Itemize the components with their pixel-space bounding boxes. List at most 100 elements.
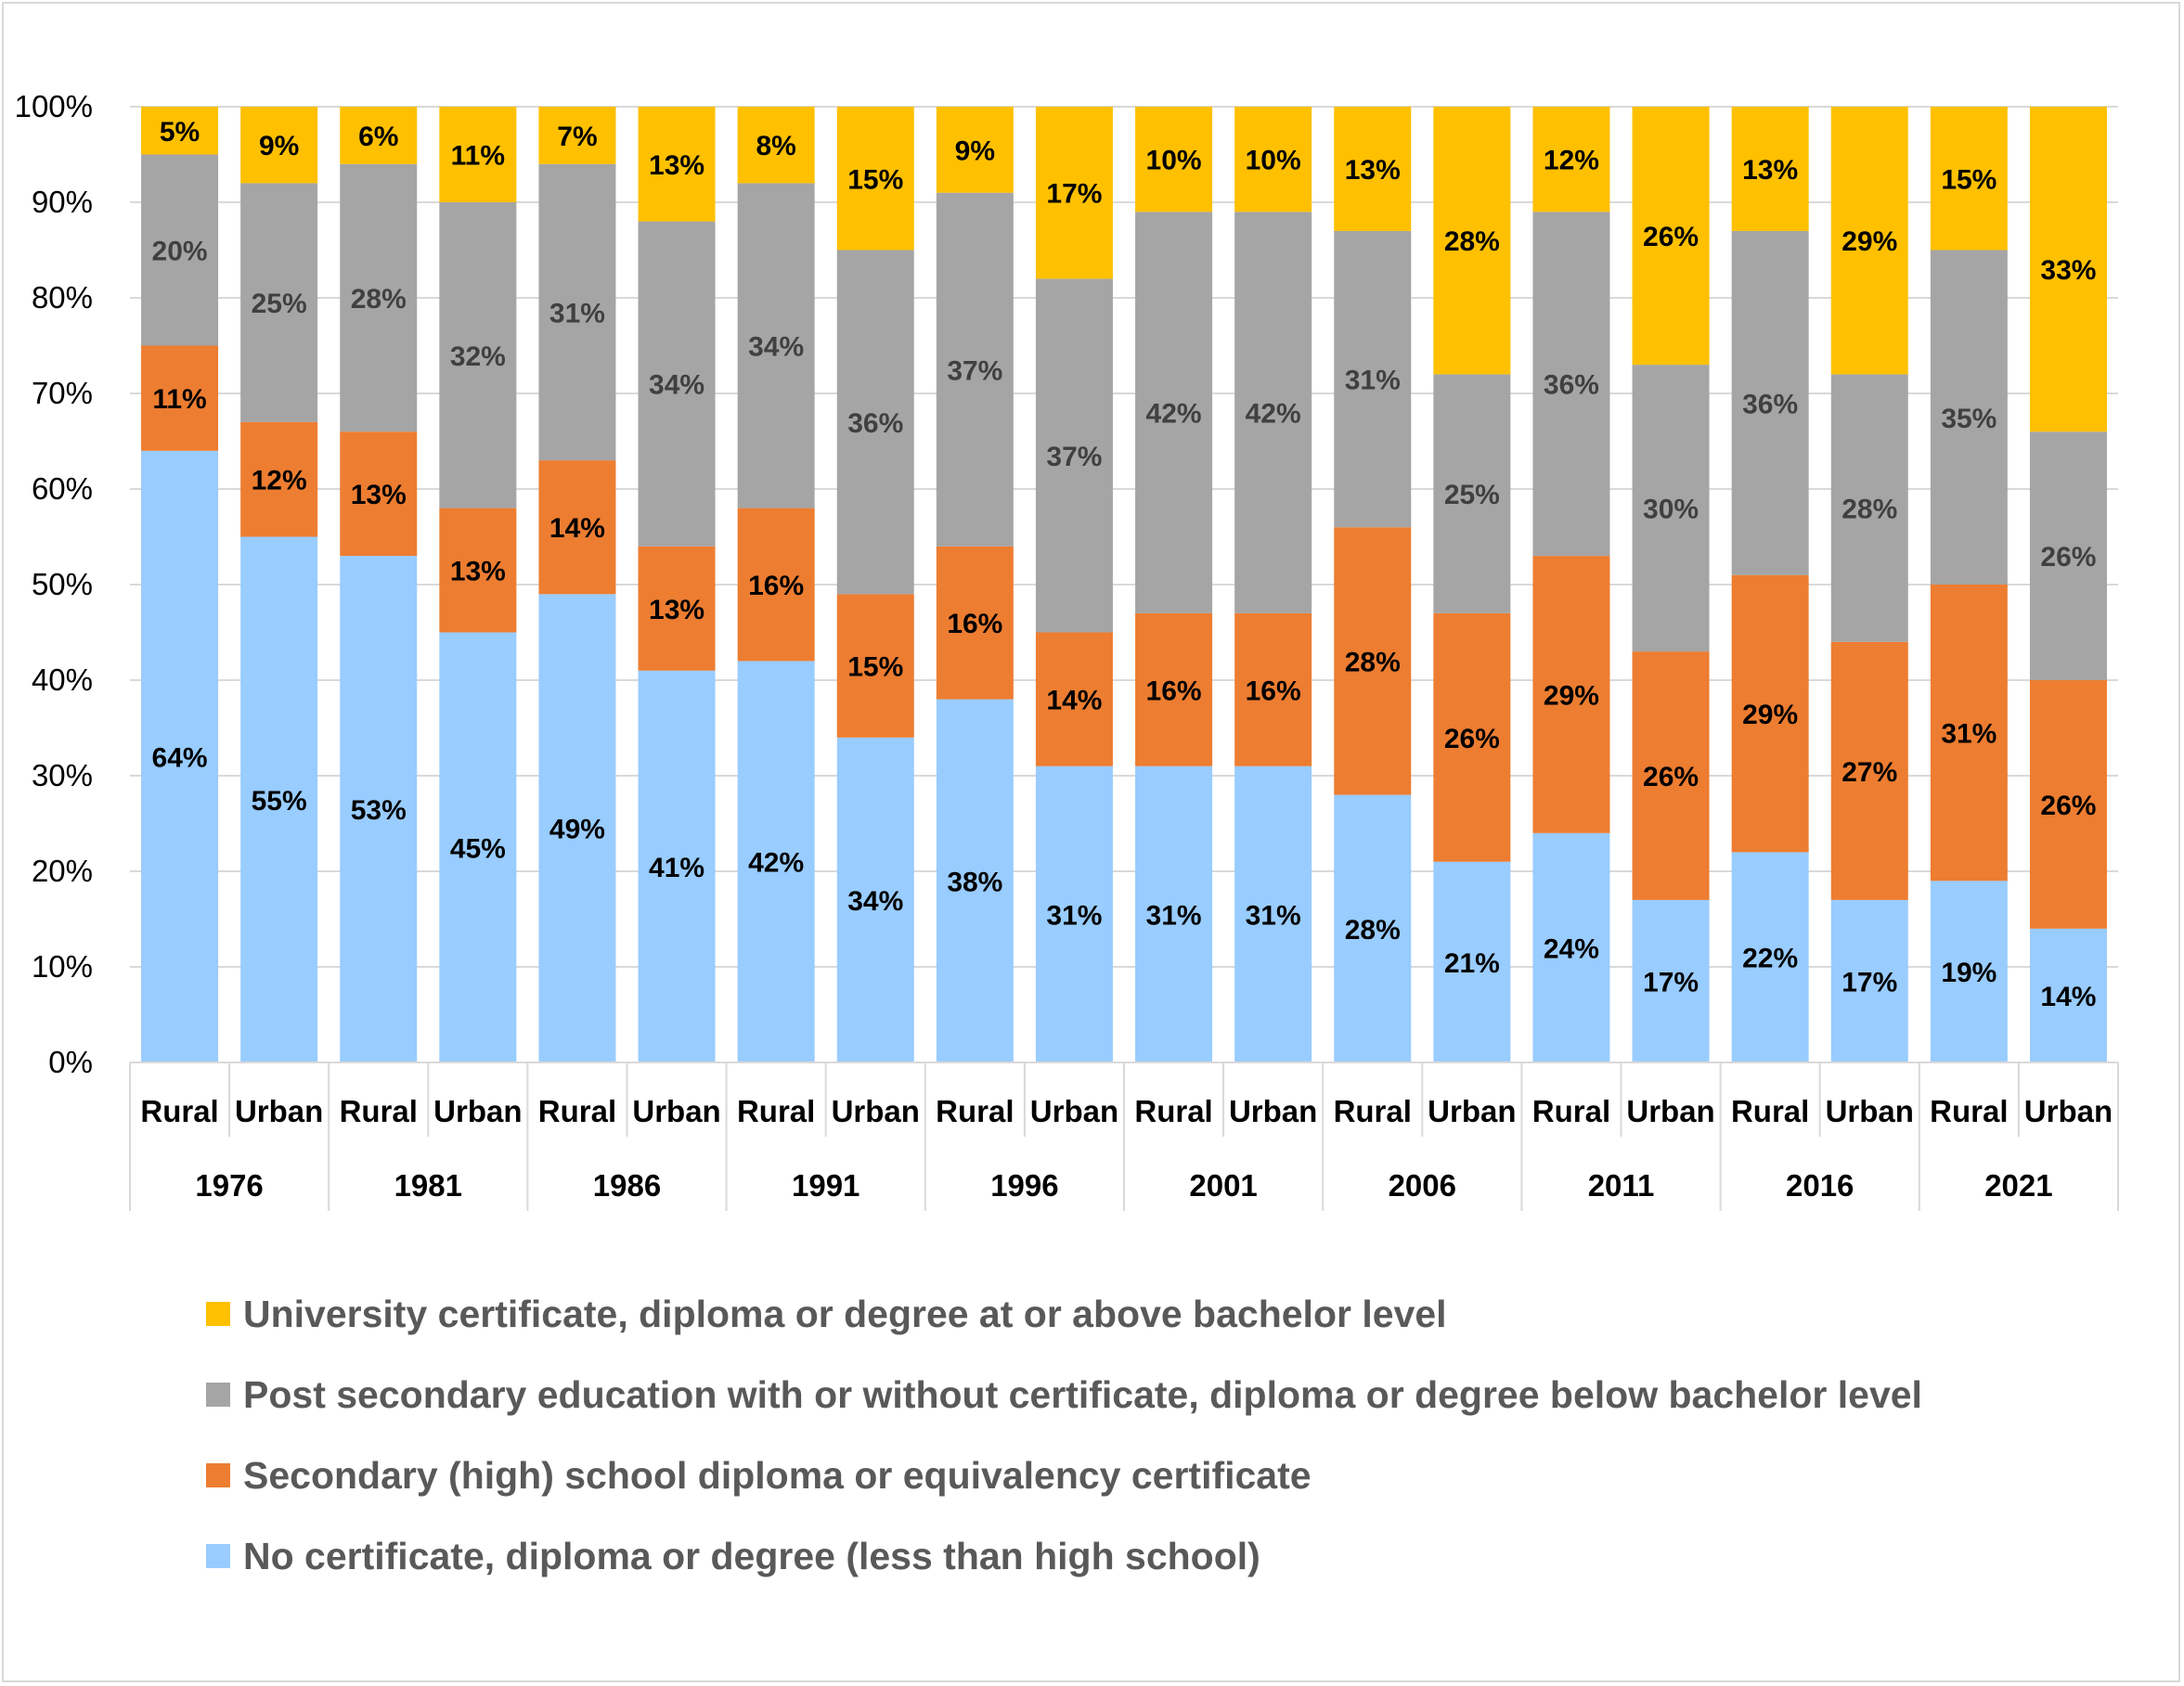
data-label: 21% [1444, 948, 1500, 979]
bar-segment [240, 536, 318, 1062]
bar-segment [1731, 107, 1809, 231]
data-label: 29% [1842, 226, 1897, 257]
bar-segment [439, 202, 517, 508]
bar-segment [1433, 107, 1511, 375]
data-label: 12% [252, 466, 307, 496]
bar-segment [141, 345, 219, 451]
y-tick-label: 10% [32, 949, 93, 984]
bar-segment [2029, 107, 2107, 432]
bar-segment [1532, 832, 1610, 1062]
data-label: 31% [549, 298, 605, 328]
bar-segment [1532, 107, 1610, 212]
x-year-label: 1986 [593, 1168, 661, 1203]
data-label: 17% [1842, 967, 1897, 997]
x-group-label: Urban [235, 1094, 323, 1128]
bar-segment [439, 632, 517, 1062]
bar-segment [1731, 852, 1809, 1062]
bar-segment [638, 546, 716, 671]
data-label: 34% [649, 370, 704, 401]
data-label: 6% [358, 122, 398, 152]
gridlines [130, 106, 2118, 968]
x-group-label: Rural [1930, 1094, 2008, 1128]
x-group-label: Rural [340, 1094, 418, 1128]
x-year-label: 1981 [394, 1168, 462, 1203]
bar-segment [1135, 766, 1213, 1062]
x-group-label: Rural [1334, 1094, 1412, 1128]
bar-segment [340, 163, 418, 432]
bar-segment [737, 183, 815, 508]
bar-segment [1930, 107, 2008, 251]
data-label: 13% [1742, 155, 1798, 186]
x-group-label: Rural [936, 1094, 1014, 1128]
y-tick-label: 70% [32, 376, 93, 410]
legend-label: Post secondary education with or without… [243, 1373, 1922, 1416]
data-label: 13% [649, 595, 704, 625]
data-label: 36% [1742, 389, 1798, 419]
bar-segment [836, 594, 914, 738]
data-label: 26% [1643, 222, 1699, 252]
data-label: 25% [1444, 480, 1500, 510]
data-label: 31% [1246, 900, 1301, 931]
bar-segment [936, 107, 1014, 193]
data-label: 10% [1246, 146, 1301, 176]
bar-segment [1234, 612, 1312, 766]
x-year-label: 2021 [1984, 1168, 2052, 1203]
legend-label: No certificate, diploma or degree (less … [243, 1535, 1260, 1577]
data-label: 29% [1544, 680, 1599, 711]
data-label: 26% [1643, 762, 1699, 792]
bar-segment [1035, 632, 1113, 766]
bar-segment [439, 107, 517, 202]
bar-segment [737, 661, 815, 1062]
data-label: 14% [549, 513, 605, 544]
data-label: 36% [847, 408, 903, 439]
bar-segment [2029, 431, 2107, 680]
bar-segment [439, 508, 517, 633]
data-label: 13% [649, 150, 704, 181]
bar-segment [340, 107, 418, 164]
bar-segment [936, 699, 1014, 1062]
data-label: 28% [351, 284, 407, 315]
x-group-label: Urban [1428, 1094, 1516, 1128]
x-group-label: Urban [632, 1094, 720, 1128]
y-axis: 0% 10% 20% 30% 40% 50% 60% 70% 80% 90% 100% [15, 89, 93, 1079]
data-label: 28% [1444, 226, 1500, 257]
bar-segment [538, 460, 616, 595]
data-label: 29% [1742, 700, 1798, 730]
y-tick-label: 40% [32, 663, 93, 697]
x-axis: Rural Urban Rural Urban Rural Urban Rural Urban… [129, 1062, 2119, 1211]
data-label: 15% [1941, 164, 1997, 195]
bar-segment [1830, 641, 1908, 900]
bar-segment [638, 107, 716, 222]
data-label: 64% [152, 742, 208, 773]
legend-label: University certificate, diploma or degre… [243, 1293, 1447, 1335]
data-label: 10% [1146, 146, 1202, 176]
y-tick-label: 0% [48, 1045, 93, 1079]
data-label: 24% [1544, 933, 1599, 964]
bar-segment [340, 556, 418, 1062]
bar-segment [836, 107, 914, 251]
bar-segment [1632, 107, 1710, 366]
x-group-label: Urban [2024, 1094, 2113, 1128]
bar-segment [340, 431, 418, 557]
data-label: 13% [1345, 155, 1401, 186]
data-label: 19% [1941, 958, 1997, 988]
bar-segment [836, 250, 914, 595]
data-label: 28% [1842, 495, 1897, 525]
data-label: 9% [955, 135, 995, 166]
data-label: 26% [1444, 724, 1500, 754]
x-group-label: Urban [1229, 1094, 1317, 1128]
x-year-label: 1976 [195, 1168, 263, 1203]
y-tick-label: 100% [15, 89, 93, 123]
bar-segment [538, 107, 616, 164]
x-group-label: Rural [737, 1094, 815, 1128]
x-year-label: 2001 [1189, 1168, 1257, 1203]
bar-segment [1035, 278, 1113, 633]
bars [141, 107, 2107, 1062]
data-label: 13% [450, 557, 506, 587]
bar-segment [1135, 612, 1213, 766]
bar-segment [240, 183, 318, 422]
bar-segment [1135, 107, 1213, 212]
bar-segment [141, 450, 219, 1062]
bar-segment [1234, 107, 1312, 212]
